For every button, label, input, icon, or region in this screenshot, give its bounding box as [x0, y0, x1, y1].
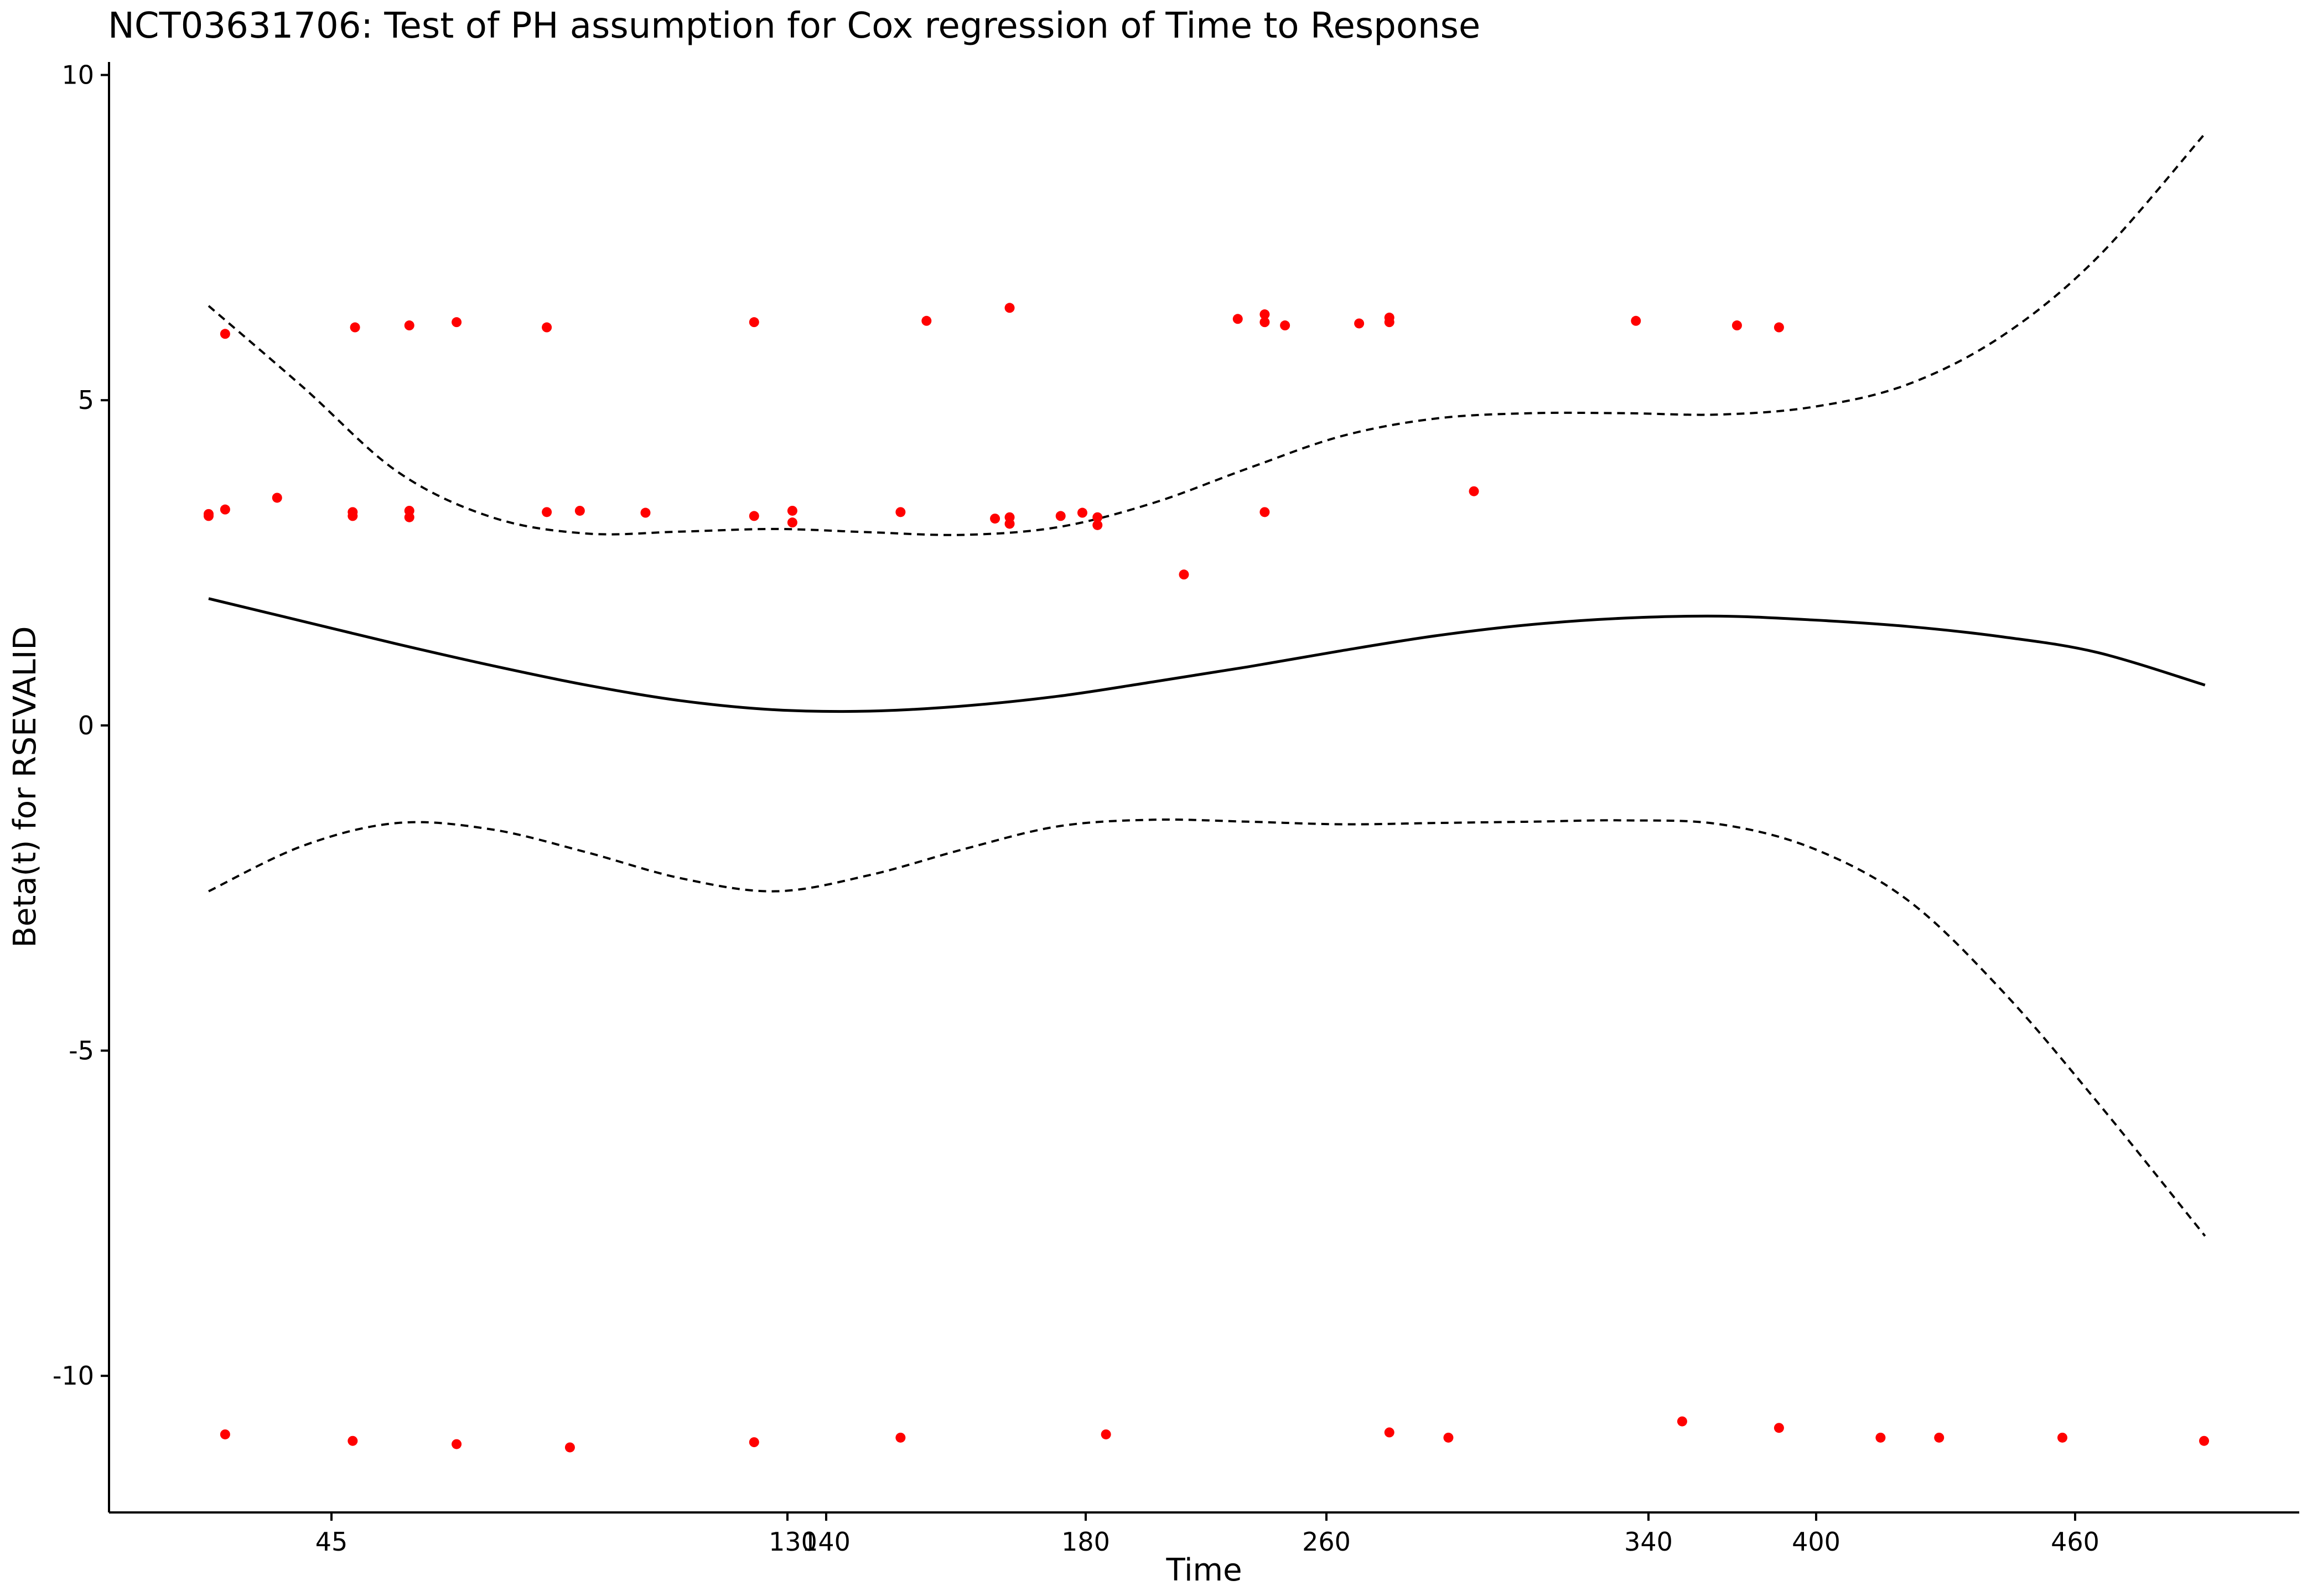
- residual-point: [1259, 507, 1270, 517]
- residual-point: [542, 322, 552, 333]
- residual-point: [1677, 1416, 1687, 1427]
- x-tick-label: 340: [1624, 1527, 1673, 1557]
- residual-point: [1384, 312, 1394, 323]
- residual-point: [452, 317, 462, 328]
- residual-point: [1280, 320, 1290, 331]
- residual-point: [1092, 512, 1103, 522]
- residual-point: [749, 511, 759, 521]
- residual-point: [1774, 1423, 1784, 1433]
- curves-layer: [208, 132, 2206, 1237]
- residual-point: [350, 322, 360, 333]
- residual-point: [990, 514, 1000, 524]
- residual-point: [787, 517, 797, 528]
- residual-point: [220, 1429, 230, 1439]
- upper-confidence-band: [208, 132, 2206, 536]
- residual-point: [348, 1436, 358, 1446]
- residual-point: [220, 329, 230, 339]
- y-tick-label: -5: [69, 1036, 94, 1066]
- residual-point: [452, 1439, 462, 1449]
- y-tick-label: 5: [78, 385, 94, 415]
- residual-point: [1354, 318, 1365, 329]
- residual-point: [1774, 322, 1784, 333]
- x-tick-label: 180: [1061, 1527, 1110, 1557]
- x-tick-label: 260: [1302, 1527, 1351, 1557]
- x-tick-label: 45: [315, 1527, 348, 1557]
- residual-point: [564, 1442, 575, 1453]
- residual-point: [1232, 314, 1243, 324]
- residual-point: [1875, 1432, 1886, 1443]
- residual-point: [1469, 486, 1479, 496]
- axes-layer: 10 5 0 -5 -10 45 130 140 180 260 340 400 460: [53, 60, 2299, 1557]
- x-axis-label: Time: [1165, 1552, 1242, 1588]
- residual-point: [749, 1437, 759, 1448]
- residual-point: [2199, 1436, 2210, 1446]
- residual-point: [1259, 317, 1270, 328]
- y-tick-label: -10: [53, 1361, 94, 1391]
- y-ticks: 10 5 0 -5 -10: [53, 60, 109, 1391]
- residual-point: [1631, 315, 1641, 326]
- residual-point: [640, 507, 651, 518]
- residual-point: [404, 512, 414, 522]
- residual-point: [1077, 507, 1087, 518]
- residual-point: [1179, 569, 1189, 580]
- residual-point: [895, 507, 906, 517]
- residual-point: [348, 507, 358, 517]
- residual-point: [1101, 1429, 1111, 1439]
- x-tick-label: 130: [769, 1527, 817, 1557]
- plot-area: [204, 132, 2210, 1453]
- chart-title: NCT03631706: Test of PH assumption for C…: [108, 6, 1480, 46]
- x-tick-label: 140: [802, 1527, 851, 1557]
- residual-point: [2057, 1432, 2067, 1443]
- residual-point: [749, 317, 759, 328]
- beta-fit-line: [208, 597, 2206, 713]
- residual-point: [204, 511, 214, 521]
- x-ticks: 45 130 140 180 260 340 400 460: [315, 1512, 2099, 1557]
- residual-point: [1259, 309, 1270, 320]
- residual-point: [272, 493, 282, 503]
- residual-point: [1384, 1427, 1394, 1438]
- points-layer: [204, 303, 2210, 1453]
- lower-confidence-band: [208, 818, 2206, 1237]
- y-axis-label: Beta(t) for RSEVALID: [7, 626, 43, 947]
- residual-point: [895, 1432, 906, 1443]
- residual-point: [574, 505, 585, 516]
- x-tick-label: 460: [2051, 1527, 2099, 1557]
- residual-point: [1731, 320, 1742, 331]
- residual-point: [1004, 519, 1015, 529]
- residual-point: [404, 320, 414, 331]
- residual-point: [542, 507, 552, 517]
- y-tick-label: 0: [78, 711, 94, 740]
- residual-point: [220, 504, 230, 515]
- residual-point: [1092, 520, 1103, 530]
- residual-point: [1004, 303, 1015, 313]
- y-tick-label: 10: [61, 60, 94, 90]
- residual-point: [1443, 1432, 1454, 1443]
- residual-point: [1055, 511, 1066, 521]
- residual-point: [787, 505, 797, 516]
- residual-point: [1934, 1432, 1945, 1443]
- residual-point: [921, 315, 932, 326]
- x-tick-label: 400: [1792, 1527, 1840, 1557]
